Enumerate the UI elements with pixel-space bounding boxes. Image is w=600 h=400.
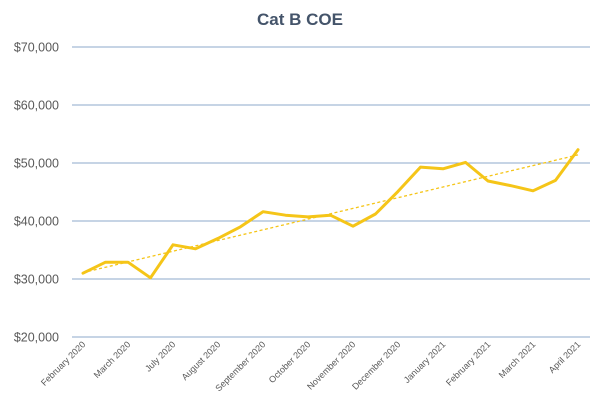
x-tick-label: August 2020 (180, 339, 223, 382)
x-tick-label: December 2020 (350, 339, 402, 391)
y-tick-label: $70,000 (14, 41, 59, 55)
trendline (82, 154, 579, 274)
x-tick-label: April 2021 (547, 339, 583, 375)
x-tick-label: January 2021 (402, 339, 448, 385)
y-tick-label: $30,000 (14, 273, 59, 287)
chart-title: Cat B COE (257, 10, 343, 29)
y-tick-label: $20,000 (14, 331, 59, 345)
x-tick-label: February 2021 (444, 339, 492, 387)
x-tick-label: October 2020 (267, 339, 313, 385)
y-tick-label: $50,000 (14, 157, 59, 171)
series-line (81, 148, 580, 280)
x-tick-label: March 2021 (497, 339, 538, 380)
x-tick-label: March 2020 (92, 339, 133, 380)
x-tick-label: February 2020 (39, 339, 87, 387)
y-tick-label: $40,000 (14, 215, 59, 229)
x-tick-label: September 2020 (213, 339, 267, 393)
y-tick-label: $60,000 (14, 99, 59, 113)
x-tick-label: July 2020 (143, 339, 177, 373)
